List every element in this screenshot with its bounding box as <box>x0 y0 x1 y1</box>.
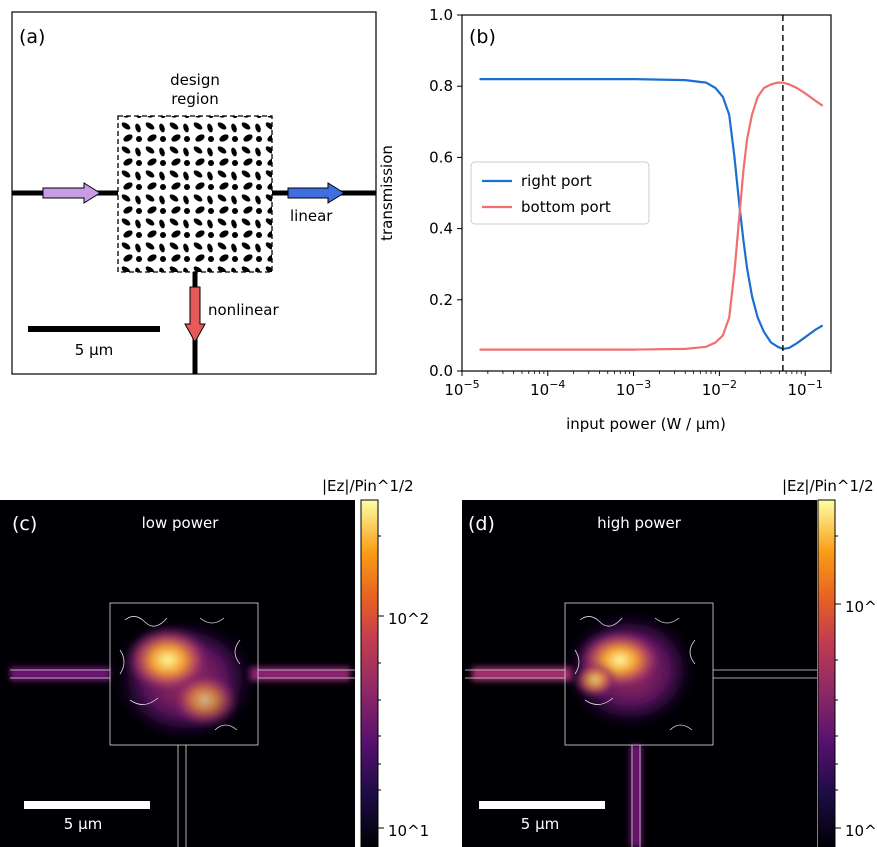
x-tick-label: 10−3 <box>616 378 651 399</box>
scalebar-d-label: 5 μm <box>521 815 559 833</box>
design-region-label-line2: region <box>171 90 218 108</box>
colorbar-c-tick-low: 10^1 <box>388 822 429 840</box>
input-arrow-icon <box>42 182 101 204</box>
colorbar-d-title: |Ez|/Pin^1/2 <box>782 477 874 495</box>
y-tick-label: 0.4 <box>429 220 453 238</box>
x-axis-ticks: 10−5 10−4 10−3 10−2 10−1 <box>444 371 832 399</box>
scalebar-a <box>28 326 160 332</box>
design-region-pattern <box>118 116 272 272</box>
field-intensity-c <box>10 620 350 740</box>
design-region-label-line1: design <box>170 71 220 89</box>
panel-c: (c) low power 5 μm 10^2 10^1 |Ez|/Pin^1/… <box>0 477 429 847</box>
panel-a-label: (a) <box>19 26 45 48</box>
panel-b-label: (b) <box>469 26 496 48</box>
scalebar-d <box>479 801 605 809</box>
series-line-right-port <box>479 78 824 350</box>
series-line-bottom-port <box>479 81 824 351</box>
colorbar-d-tick-high: 10^2 <box>845 598 877 616</box>
y-axis-label: transmission <box>378 145 396 241</box>
nonlinear-label: nonlinear <box>208 301 279 319</box>
y-tick-label: 0.2 <box>429 291 453 309</box>
y-tick-label: 0.6 <box>429 148 453 166</box>
scalebar-c-label: 5 μm <box>64 815 102 833</box>
y-tick-label: 0.0 <box>429 362 453 380</box>
colorbar-c-ticks <box>378 535 384 829</box>
panel-d-title: high power <box>597 514 682 532</box>
panel-c-title: low power <box>142 514 220 532</box>
x-tick-label: 10−4 <box>530 378 565 399</box>
nonlinear-arrow-icon <box>184 286 206 344</box>
plot-series <box>479 78 824 351</box>
colorbar-c-title: |Ez|/Pin^1/2 <box>322 477 414 495</box>
legend: right port bottom port <box>470 161 650 225</box>
y-tick-label: 1.0 <box>429 6 453 24</box>
legend-label-right-port: right port <box>521 172 592 190</box>
x-tick-label: 10−1 <box>788 378 823 399</box>
panel-d: (d) high power 5 μm 10^2 10^1 |Ez|/Pin^1… <box>462 477 877 847</box>
x-axis-label: input power (W / μm) <box>566 415 726 433</box>
x-tick-label: 10−2 <box>702 378 737 399</box>
field-intensity-d <box>472 612 695 847</box>
linear-label: linear <box>290 207 333 225</box>
colorbar-c-tick-high: 10^2 <box>388 610 429 628</box>
panel-b: (b) 0.00.20.40.60.81.0 10−5 10−4 10−3 10−2 1… <box>378 6 832 433</box>
colorbar-d <box>817 499 836 847</box>
y-axis-ticks: 0.0 0.2 0.4 0.6 0.8 1.0 <box>429 6 462 380</box>
design-region-box <box>117 115 273 273</box>
panel-d-label: (d) <box>468 513 495 535</box>
scalebar-a-label: 5 μm <box>75 341 113 359</box>
colorbar-d-ticks <box>835 535 841 829</box>
panel-c-label: (c) <box>12 513 37 535</box>
legend-box <box>470 161 650 225</box>
colorbar-d-tick-low: 10^1 <box>845 822 877 840</box>
panel-a: (a) design region linear nonlinear 5 μm <box>11 11 377 375</box>
y-tick-label: 0.8 <box>429 77 453 95</box>
linear-arrow-icon <box>287 182 345 204</box>
scalebar-c <box>24 801 150 809</box>
legend-label-bottom-port: bottom port <box>521 198 611 216</box>
design-outline-d <box>465 602 817 847</box>
colorbar-c <box>360 499 379 847</box>
design-outline-c <box>10 602 355 847</box>
x-tick-label: 10−5 <box>444 378 479 399</box>
